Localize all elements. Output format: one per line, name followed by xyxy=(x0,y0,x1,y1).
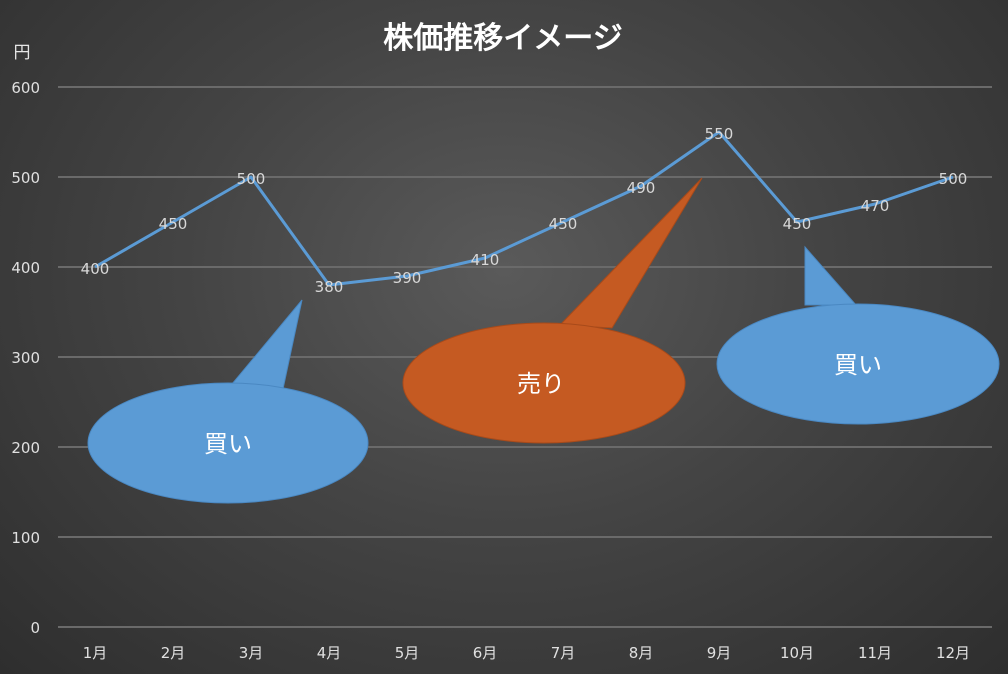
x-tick-label: 9月 xyxy=(707,644,732,662)
x-tick-label: 8月 xyxy=(629,644,654,662)
callout-bubble xyxy=(402,322,686,444)
callout-bubble xyxy=(716,303,1000,425)
y-tick-label: 300 xyxy=(11,349,40,367)
callout-tail xyxy=(558,177,703,329)
y-axis-unit: 円 xyxy=(14,43,31,63)
x-axis-ticks: 1月 2月 3月 4月 5月 6月 7月 8月 9月 10月 11月 12月 xyxy=(83,644,970,662)
y-tick-label: 100 xyxy=(11,529,40,547)
callout-1: 買い xyxy=(87,299,369,504)
x-tick-label: 5月 xyxy=(395,644,420,662)
callout-3: 買い xyxy=(716,245,1000,425)
data-label: 490 xyxy=(627,179,656,197)
callout-tail xyxy=(804,245,858,306)
y-tick-label: 500 xyxy=(11,169,40,187)
y-tick-label: 600 xyxy=(11,79,40,97)
callout-tail xyxy=(231,299,303,390)
data-label: 500 xyxy=(237,170,266,188)
x-tick-label: 3月 xyxy=(239,644,264,662)
data-labels: 400 450 500 380 390 410 450 490 550 450 470 500 xyxy=(81,125,968,296)
callout-text: 売り xyxy=(517,370,565,398)
x-tick-label: 12月 xyxy=(936,644,970,662)
callout-text: 買い xyxy=(204,430,252,458)
data-label: 450 xyxy=(549,215,578,233)
y-tick-label: 0 xyxy=(30,619,40,637)
data-label: 410 xyxy=(471,251,500,269)
callout-text: 買い xyxy=(834,351,882,379)
x-tick-label: 6月 xyxy=(473,644,498,662)
y-tick-label: 400 xyxy=(11,259,40,277)
data-label: 450 xyxy=(159,215,188,233)
x-tick-label: 7月 xyxy=(551,644,576,662)
callout-2: 売り xyxy=(402,177,703,444)
data-label: 500 xyxy=(939,170,968,188)
data-label: 380 xyxy=(315,278,344,296)
y-tick-label: 200 xyxy=(11,439,40,457)
x-tick-label: 10月 xyxy=(780,644,814,662)
series-line xyxy=(94,130,954,287)
series xyxy=(94,130,954,287)
y-axis-ticks: 0 100 200 300 400 500 600 xyxy=(11,79,40,637)
x-tick-label: 4月 xyxy=(317,644,342,662)
data-label: 470 xyxy=(861,197,890,215)
data-label: 550 xyxy=(705,125,734,143)
data-label: 400 xyxy=(81,260,110,278)
chart-title: 株価推移イメージ xyxy=(383,21,622,56)
callout-bubble xyxy=(87,382,369,504)
x-tick-label: 2月 xyxy=(161,644,186,662)
x-tick-label: 1月 xyxy=(83,644,108,662)
data-label: 390 xyxy=(393,269,422,287)
x-tick-label: 11月 xyxy=(858,644,892,662)
data-label: 450 xyxy=(783,215,812,233)
